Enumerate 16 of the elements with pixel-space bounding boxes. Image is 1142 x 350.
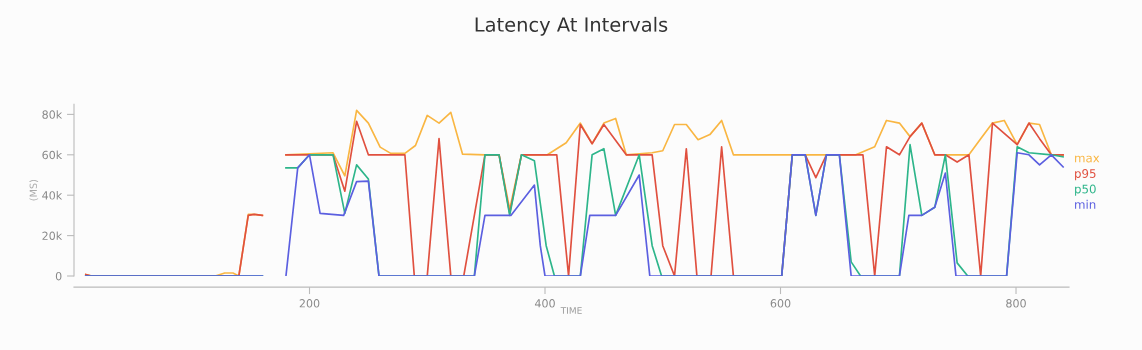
chart-title: Latency At Intervals bbox=[475, 16, 668, 36]
text: min bbox=[1075, 199, 1096, 209]
x-tick-label: 800 bbox=[1006, 299, 1026, 308]
x-tick-label: 400 bbox=[534, 299, 555, 308]
series-label: p95 bbox=[1075, 169, 1096, 181]
y-tick-label: 0 bbox=[55, 271, 62, 281]
x-axis-title: TIME bbox=[560, 307, 582, 314]
y-tick-label: 60k bbox=[42, 150, 63, 160]
series-label: max bbox=[1075, 155, 1100, 163]
x-tick-label: 600 bbox=[770, 299, 791, 308]
y-tick-label: 40k bbox=[42, 190, 63, 200]
y-tick-label: 80k bbox=[42, 110, 63, 119]
text: p50 bbox=[1075, 184, 1096, 196]
x-tick-label: 200 bbox=[299, 299, 320, 308]
y-axis-title: (MS) bbox=[29, 179, 39, 201]
y-tick-label: 20k bbox=[42, 231, 63, 240]
